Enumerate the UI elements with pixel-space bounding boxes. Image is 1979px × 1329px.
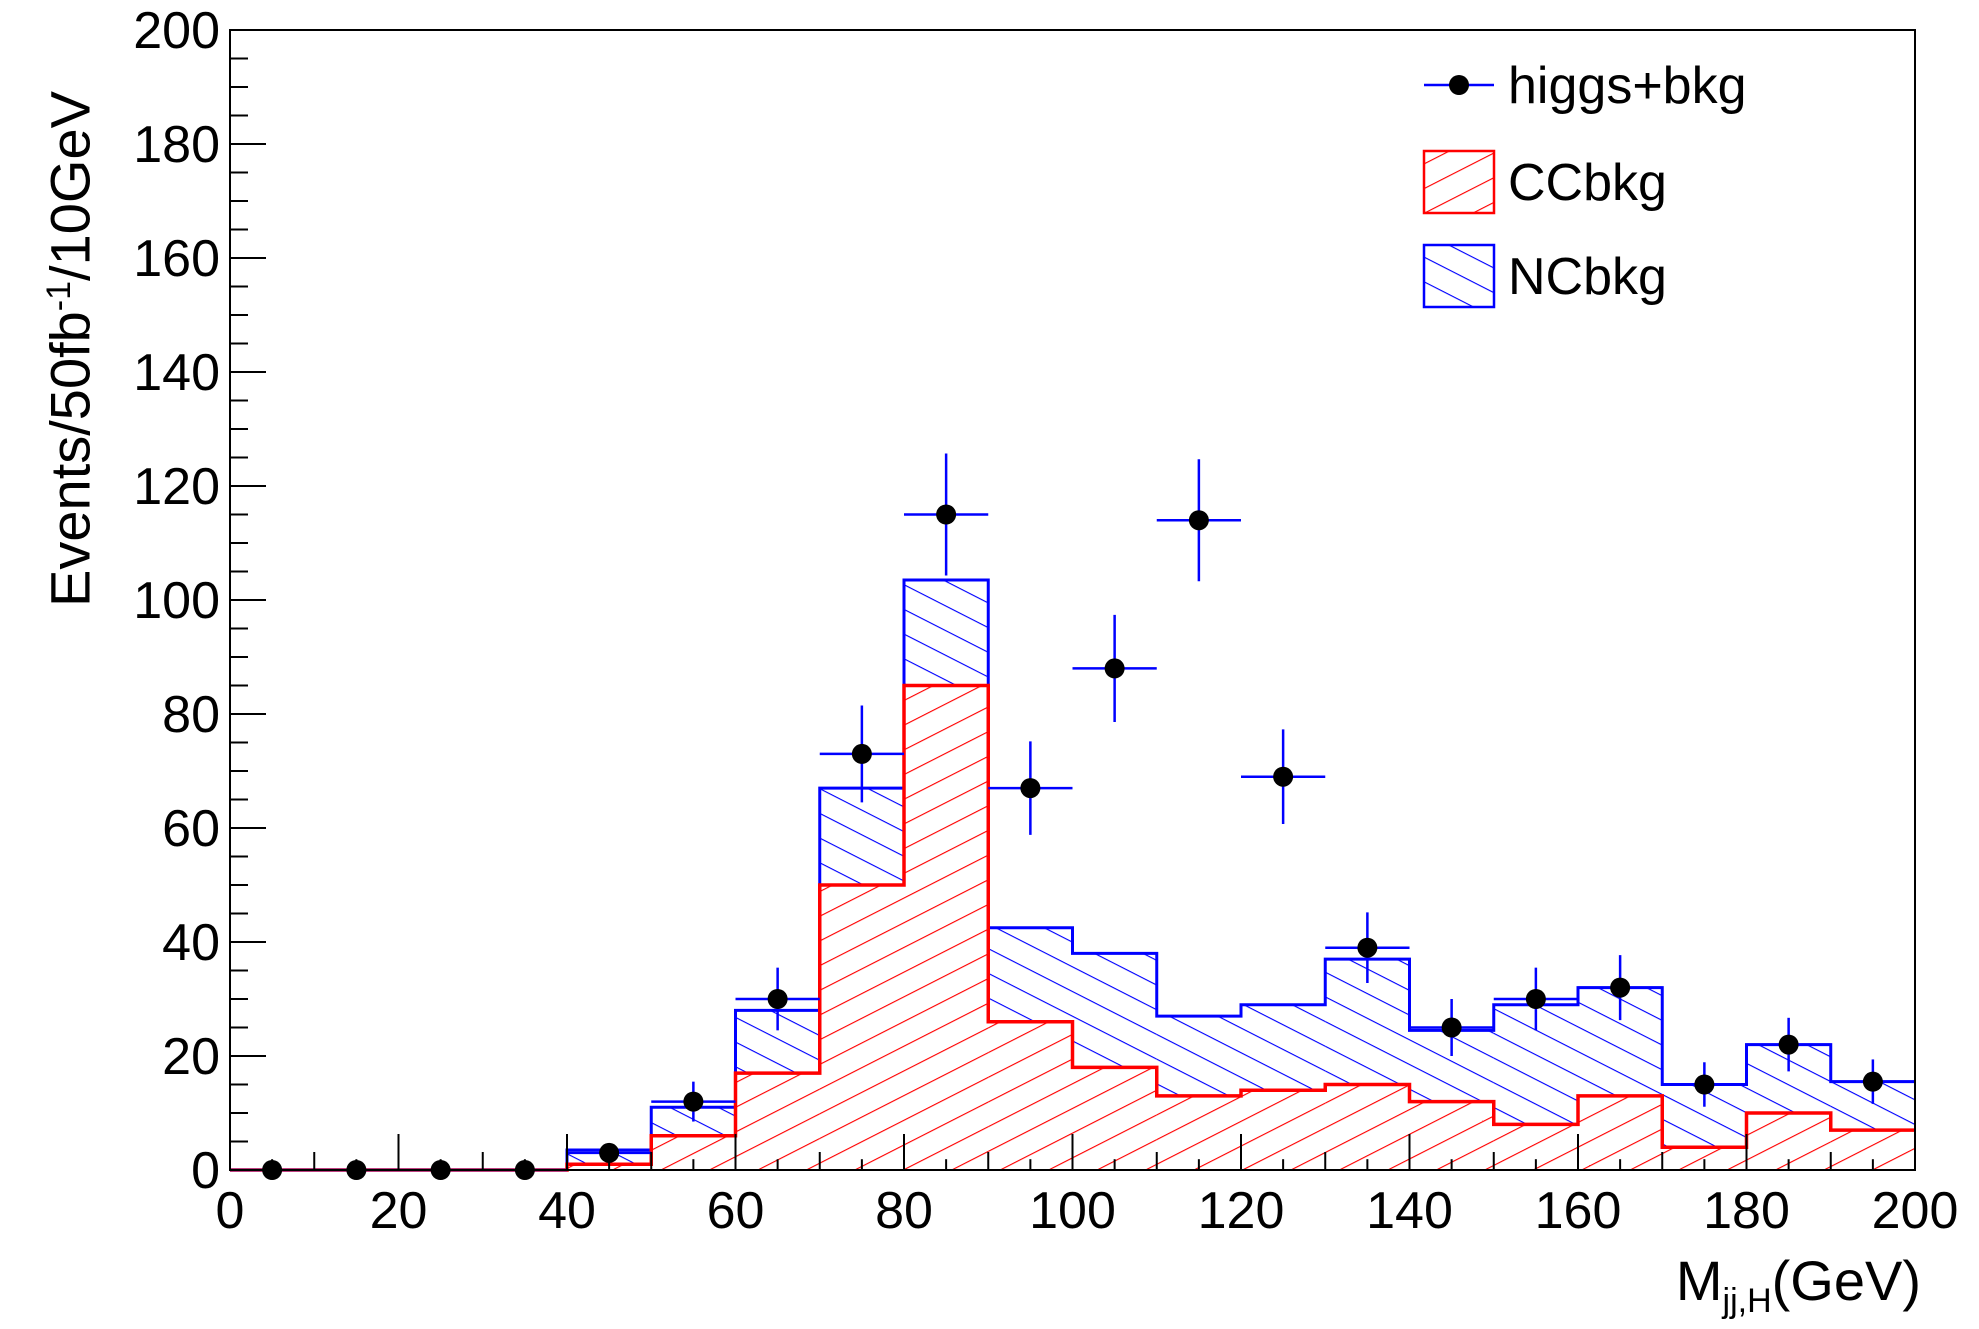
y-tick-label: 140 <box>133 344 220 402</box>
ccbkg-bar <box>1241 1090 1326 1170</box>
ccbkg-bar <box>1578 1095 1663 1170</box>
legend-label-ccbkg: CCbkg <box>1508 154 1667 212</box>
ccbkg-bar <box>988 1021 1073 1170</box>
x-tick-label: 160 <box>1535 1182 1622 1240</box>
x-axis-label-subscript: jj,H <box>1722 1282 1772 1321</box>
x-tick-label: 0 <box>216 1182 245 1240</box>
legend-label-ncbkg: NCbkg <box>1508 248 1667 306</box>
legend: higgs+bkg CCbkg NCbkg <box>1422 57 1747 309</box>
data-point <box>1409 999 1494 1056</box>
x-tick-label: 100 <box>1029 1182 1116 1240</box>
y-tick-label: 40 <box>162 914 220 972</box>
y-tick-label: 100 <box>133 572 220 630</box>
ccbkg-bar <box>904 685 989 1170</box>
y-axis-label: Events/50fb-1/10GeV <box>38 91 103 607</box>
data-point <box>1578 955 1663 1021</box>
data-point <box>1830 1059 1915 1104</box>
y-axis-label-unit: /10GeV <box>38 91 102 281</box>
x-tick-label: 120 <box>1198 1182 1285 1240</box>
legend-entry-higgs-bkg: higgs+bkg <box>1424 57 1747 115</box>
y-tick-label: 60 <box>162 800 220 858</box>
y-tick-label: 180 <box>133 116 220 174</box>
legend-entry-ccbkg: CCbkg <box>1422 149 1667 215</box>
x-tick-label: 60 <box>707 1182 765 1240</box>
ncbkg-bar <box>1241 1004 1326 1091</box>
ncbkg-bar <box>1072 953 1157 1068</box>
data-point <box>1493 967 1578 1031</box>
x-axis-label: Mjj,H(GeV) <box>1676 1248 1921 1321</box>
higgs-bkg-points <box>230 453 1915 1180</box>
ccbkg-bar <box>1156 1095 1241 1170</box>
ncbkg-bar <box>988 927 1073 1022</box>
ncbkg-bar <box>904 580 989 686</box>
plot-frame <box>229 29 1916 1171</box>
legend-entry-ncbkg: NCbkg <box>1422 243 1667 309</box>
y-tick-label: 160 <box>133 230 220 288</box>
y-tick-label: 120 <box>133 458 220 516</box>
data-point <box>1072 614 1157 722</box>
y-tick-label: 0 <box>191 1142 220 1200</box>
x-tick-label: 140 <box>1366 1182 1453 1240</box>
x-axis-label-unit: (GeV) <box>1771 1249 1921 1312</box>
ccbkg-bar <box>1662 1147 1747 1170</box>
data-point <box>988 741 1073 835</box>
ccbkg-bar <box>1325 1084 1410 1170</box>
ccbkg-bar <box>1409 1101 1494 1170</box>
y-tick-label: 80 <box>162 686 220 744</box>
data-point <box>1746 1017 1831 1072</box>
x-tick-label: 200 <box>1872 1182 1959 1240</box>
x-tick-label: 40 <box>538 1182 596 1240</box>
y-tick-label: 20 <box>162 1028 220 1086</box>
data-point <box>735 967 820 1031</box>
tick-labels: 0 20 40 60 80 100 120 140 160 180 200 0 20 40 60 80 100 1… <box>133 2 1958 1240</box>
x-tick-label: 80 <box>875 1182 933 1240</box>
ncbkg-bar <box>1156 1016 1241 1096</box>
ccbkg-bar <box>1072 1067 1157 1170</box>
data-point <box>1662 1062 1747 1107</box>
data-point <box>904 453 989 576</box>
data-point <box>567 1142 652 1163</box>
ccbkg-bar <box>735 1073 820 1170</box>
data-point <box>651 1081 736 1122</box>
data-point <box>819 705 904 803</box>
data-point <box>1156 459 1241 582</box>
ccbkg-bar <box>819 885 904 1170</box>
y-tick-label: 200 <box>133 2 220 60</box>
x-axis-label-main: M <box>1675 1249 1723 1312</box>
ncbkg-bar <box>819 788 904 885</box>
data-point <box>1325 912 1410 984</box>
y-axis-label-superscript: -1 <box>39 280 78 312</box>
x-tick-label: 180 <box>1703 1182 1790 1240</box>
legend-label-higgs-bkg: higgs+bkg <box>1508 57 1747 115</box>
y-axis-label-main: Events/50fb <box>38 311 102 607</box>
data-point <box>1241 729 1326 825</box>
x-tick-label: 20 <box>370 1182 428 1240</box>
